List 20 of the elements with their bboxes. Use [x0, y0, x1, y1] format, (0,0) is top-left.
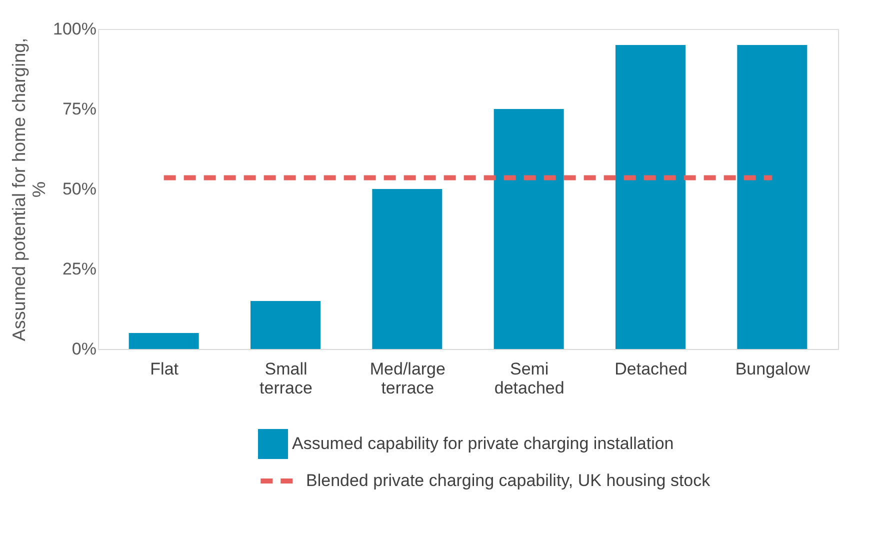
bar [616, 45, 686, 349]
x-tick-label: Small terrace [260, 360, 312, 398]
y-tick-label: 100% [53, 20, 96, 38]
bar [250, 301, 320, 349]
y-axis-title: Assumed potential for home charging, % [9, 38, 50, 342]
bar [737, 45, 808, 349]
bar [128, 333, 199, 349]
legend-label: Assumed capability for private charging installation [292, 434, 674, 453]
y-tick-label: 50% [62, 180, 96, 198]
y-tick-label: 25% [62, 260, 96, 278]
bar [372, 189, 442, 349]
bar [494, 109, 564, 349]
x-tick-label: Bungalow [735, 360, 811, 378]
y-tick-label: 0% [72, 340, 96, 358]
x-tick-label: Detached [614, 360, 688, 378]
legend-label: Blended private charging capability, UK housing stock [306, 471, 711, 490]
x-tick-label: Semi detached [494, 360, 564, 398]
y-tick-label: 75% [62, 100, 96, 118]
x-tick-label: Med/large terrace [370, 360, 446, 398]
x-tick-label: Flat [150, 360, 179, 378]
